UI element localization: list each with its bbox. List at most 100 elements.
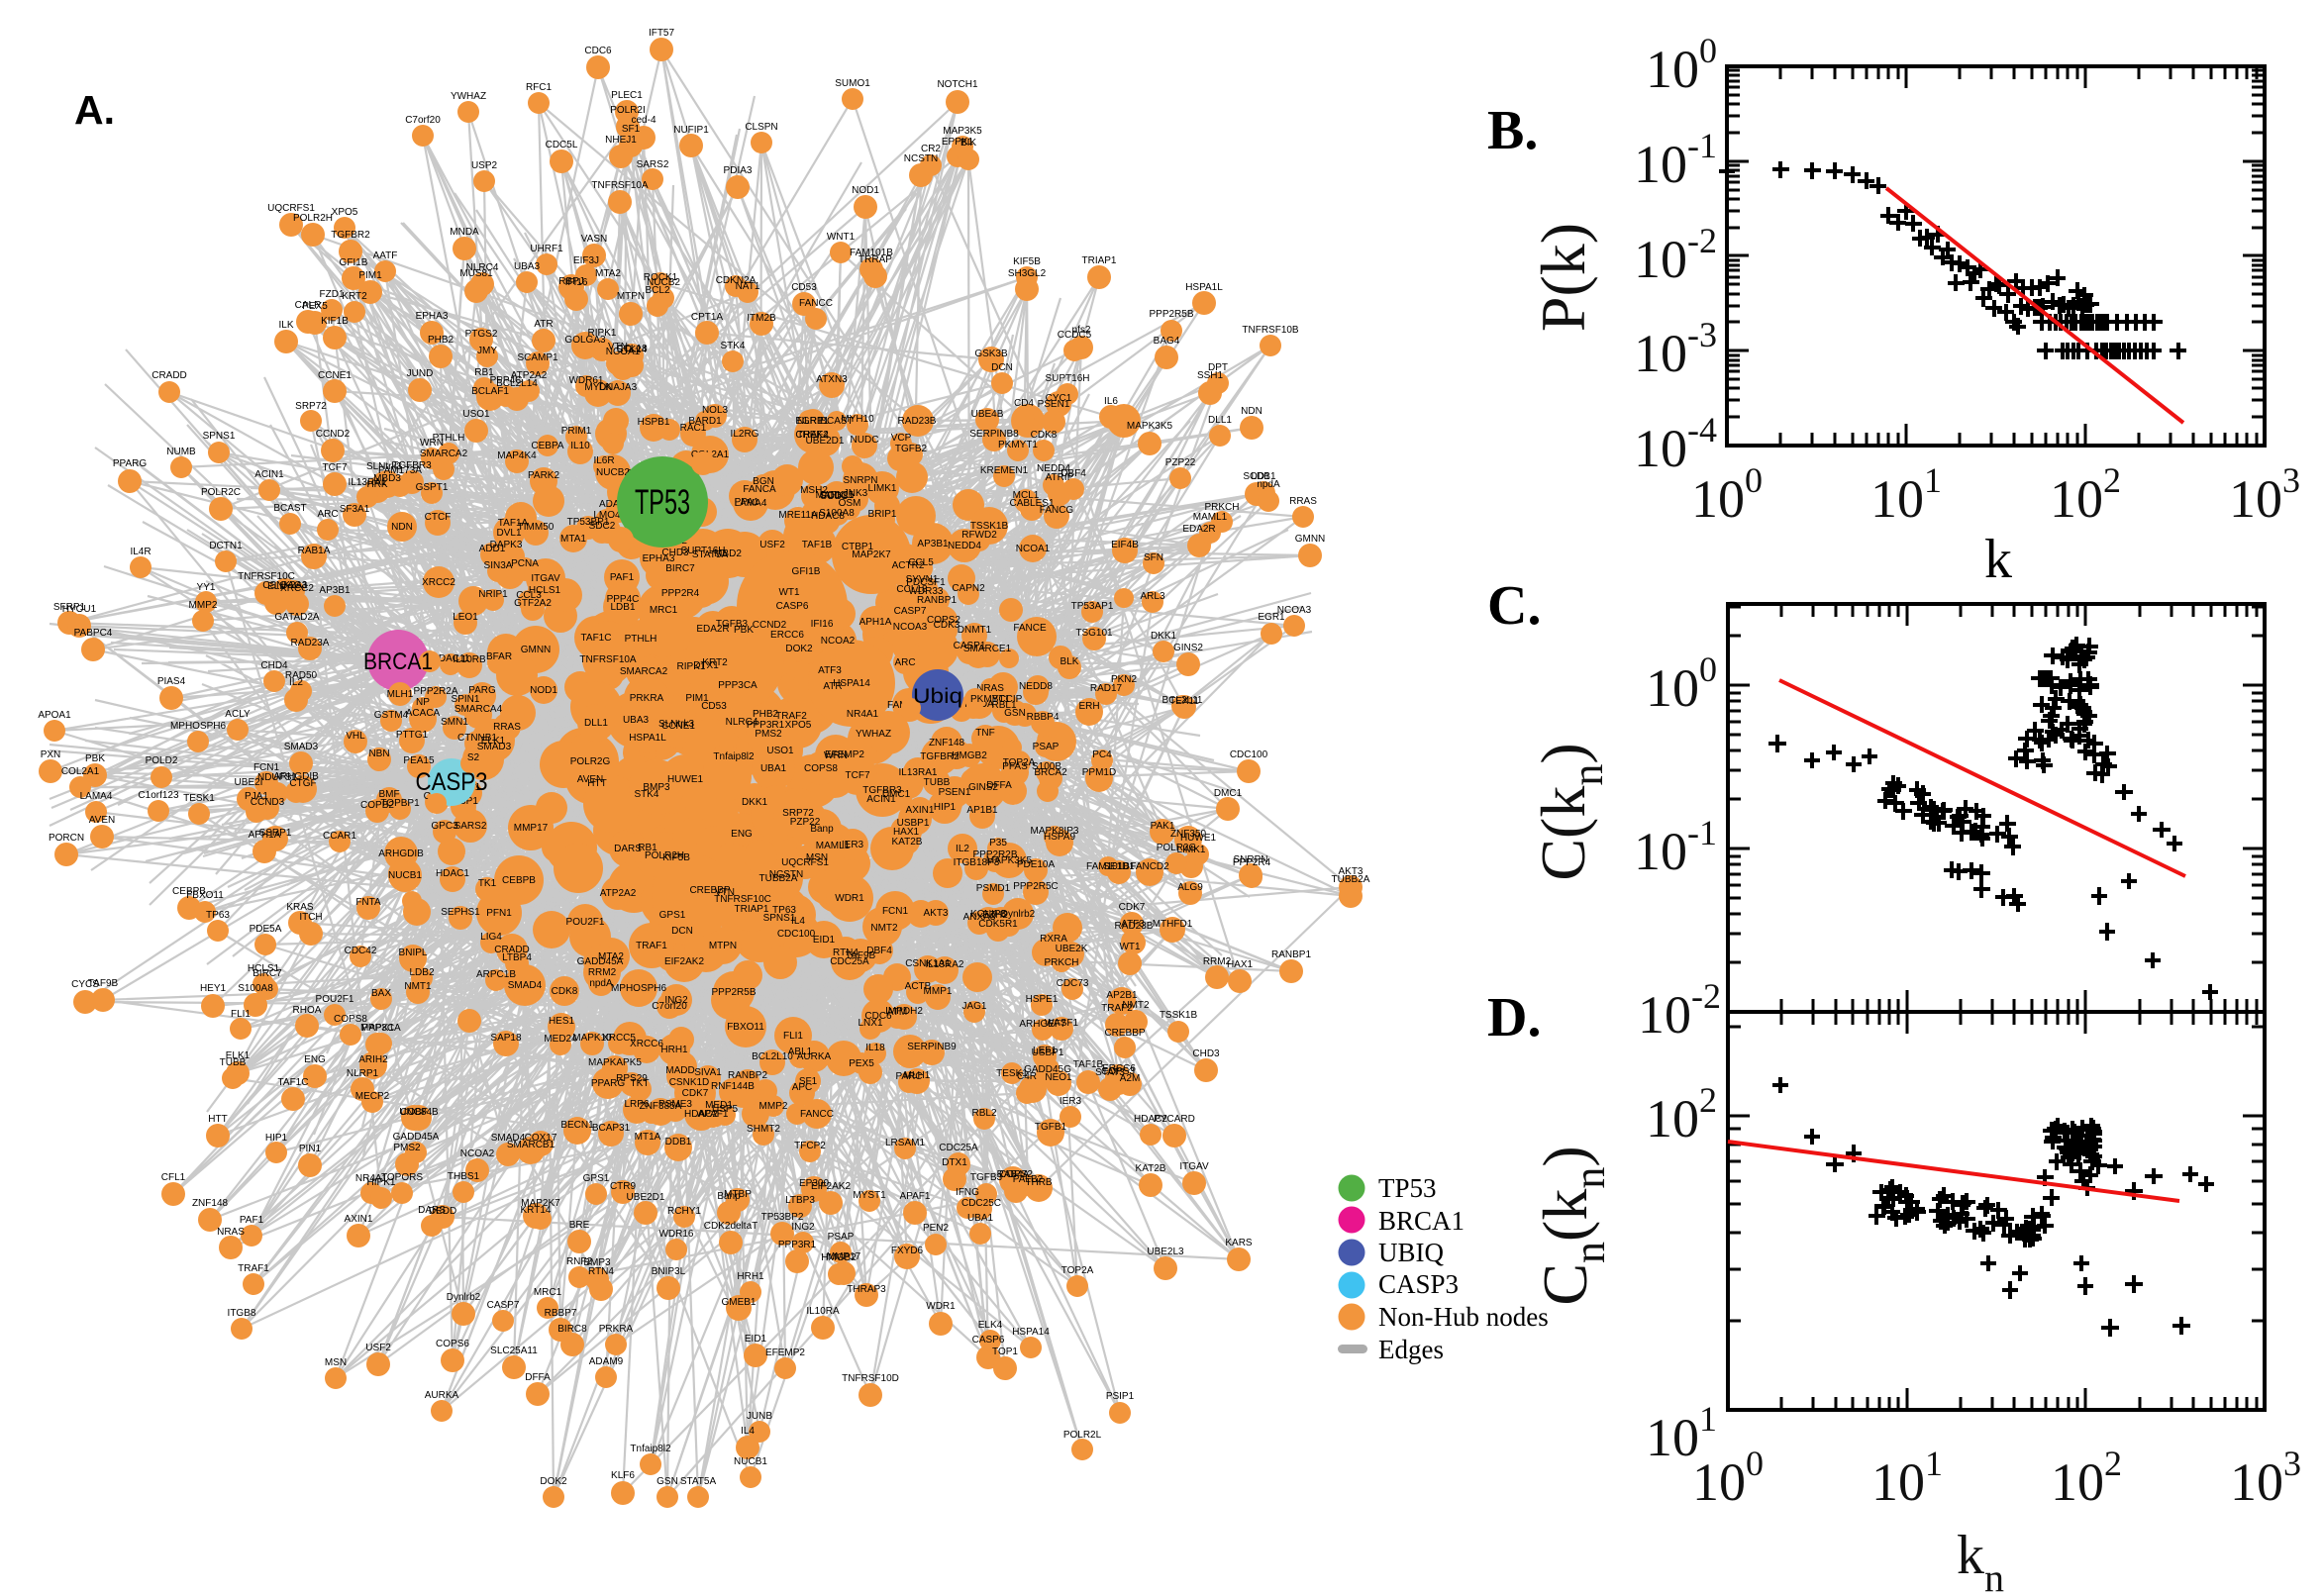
svg-text:CTR9: CTR9 xyxy=(610,1181,637,1192)
svg-text:NMT2: NMT2 xyxy=(1122,1000,1150,1011)
svg-text:EIF3J: EIF3J xyxy=(573,255,599,266)
svg-text:MYH10: MYH10 xyxy=(841,414,874,425)
svg-text:IL10RB: IL10RB xyxy=(453,654,486,665)
svg-text:GPS1: GPS1 xyxy=(583,1173,610,1184)
svg-text:IL13RA1: IL13RA1 xyxy=(349,477,387,488)
svg-text:GMNN: GMNN xyxy=(1295,534,1326,545)
svg-text:CDK7: CDK7 xyxy=(682,1088,709,1099)
svg-text:DCN: DCN xyxy=(991,362,1013,373)
svg-text:PPP4C: PPP4C xyxy=(607,594,640,605)
svg-text:EIF4B: EIF4B xyxy=(1111,540,1139,550)
svg-text:MRC1: MRC1 xyxy=(650,605,678,616)
svg-text:EZH2: EZH2 xyxy=(982,910,1008,921)
svg-text:UBA3: UBA3 xyxy=(623,715,650,726)
svg-text:PPP4C: PPP4C xyxy=(490,375,523,386)
svg-text:LMO4: LMO4 xyxy=(593,510,621,521)
svg-text:PSAP: PSAP xyxy=(1033,742,1060,752)
svg-text:IL18: IL18 xyxy=(865,1043,885,1053)
svg-text:UBIQ: UBIQ xyxy=(1378,1238,1444,1267)
svg-text:EID1: EID1 xyxy=(813,935,836,946)
svg-text:TNFRSF10A: TNFRSF10A xyxy=(579,654,637,665)
svg-text:PC4: PC4 xyxy=(1092,749,1112,760)
svg-text:SMAD3: SMAD3 xyxy=(477,742,512,752)
svg-text:ITCH: ITCH xyxy=(299,912,322,923)
svg-text:UBE2K: UBE2K xyxy=(1056,944,1088,954)
svg-text:CEBPA: CEBPA xyxy=(531,441,563,451)
svg-text:DVL1: DVL1 xyxy=(496,528,521,539)
svg-text:BIRC7: BIRC7 xyxy=(252,968,282,979)
svg-text:BCAST: BCAST xyxy=(820,416,853,427)
svg-text:DNAJA3: DNAJA3 xyxy=(599,382,638,393)
svg-text:LDB2: LDB2 xyxy=(409,967,434,978)
svg-text:GSN: GSN xyxy=(1004,708,1026,719)
svg-text:XRCC2: XRCC2 xyxy=(280,583,314,594)
svg-text:STK4: STK4 xyxy=(634,789,658,800)
svg-text:TAF1C: TAF1C xyxy=(581,633,612,644)
svg-text:POLR2H: POLR2H xyxy=(645,850,684,861)
svg-text:ALG9: ALG9 xyxy=(1177,882,1203,893)
svg-text:MMP17: MMP17 xyxy=(514,823,549,834)
svg-text:BAG4: BAG4 xyxy=(1154,336,1180,347)
svg-text:ELK1: ELK1 xyxy=(226,1050,251,1061)
svg-text:KCNIP3: KCNIP3 xyxy=(970,909,1007,920)
svg-text:IL4R: IL4R xyxy=(130,547,151,557)
svg-text:MAP3K5: MAP3K5 xyxy=(943,126,982,137)
svg-text:YWHAZ: YWHAZ xyxy=(451,91,486,102)
svg-text:IL13RA2: IL13RA2 xyxy=(926,959,964,970)
svg-text:FANCA: FANCA xyxy=(743,484,776,495)
svg-text:ZNF385A: ZNF385A xyxy=(640,1101,682,1112)
svg-text:WNT1: WNT1 xyxy=(827,232,856,243)
svg-text:NOTCH1: NOTCH1 xyxy=(937,79,978,90)
svg-text:C4R: C4R xyxy=(1017,1071,1037,1082)
svg-text:FNTA: FNTA xyxy=(355,897,381,908)
svg-text:RNF2: RNF2 xyxy=(566,1256,593,1267)
svg-text:NCSTN: NCSTN xyxy=(769,869,803,880)
svg-text:SSH1: SSH1 xyxy=(1197,370,1224,381)
svg-text:GSPT1: GSPT1 xyxy=(416,482,449,493)
svg-text:JNK3: JNK3 xyxy=(844,488,868,499)
svg-text:LIMK1: LIMK1 xyxy=(868,483,897,494)
svg-text:COPS2: COPS2 xyxy=(927,615,960,626)
svg-text:UBE2I: UBE2I xyxy=(235,777,263,788)
svg-text:SUPT16H: SUPT16H xyxy=(1045,373,1089,384)
svg-text:BCL2L10: BCL2L10 xyxy=(752,1051,793,1062)
svg-text:RBBP4: RBBP4 xyxy=(1027,712,1060,723)
svg-text:SIN3A: SIN3A xyxy=(484,560,513,571)
svg-text:PPM1D: PPM1D xyxy=(1082,767,1116,778)
svg-text:THBS1: THBS1 xyxy=(448,1171,480,1182)
svg-text:PPP3CA: PPP3CA xyxy=(361,1023,401,1034)
svg-text:LDB1: LDB1 xyxy=(610,602,635,613)
svg-text:PSEN1: PSEN1 xyxy=(1038,399,1070,410)
svg-text:PZP22: PZP22 xyxy=(1165,457,1196,468)
svg-text:SF1: SF1 xyxy=(622,124,641,135)
svg-text:POU2F1: POU2F1 xyxy=(566,917,605,928)
svg-text:UBE4B: UBE4B xyxy=(971,409,1004,420)
svg-text:DNMT1: DNMT1 xyxy=(958,625,992,636)
svg-text:NEDD4: NEDD4 xyxy=(948,541,981,551)
svg-text:RBL2: RBL2 xyxy=(971,1108,996,1119)
svg-text:UHRF1: UHRF1 xyxy=(530,244,563,254)
svg-text:ELK1: ELK1 xyxy=(481,736,506,747)
svg-text:MMP1: MMP1 xyxy=(924,986,953,997)
svg-text:CLSPN: CLSPN xyxy=(745,122,777,133)
svg-text:MRC1: MRC1 xyxy=(534,1287,562,1298)
svg-text:MTA1: MTA1 xyxy=(560,534,586,545)
svg-text:NEO1: NEO1 xyxy=(1045,1072,1072,1083)
svg-text:USF2: USF2 xyxy=(759,540,785,550)
svg-text:POLR2G: POLR2G xyxy=(570,756,611,767)
svg-text:TAF1B: TAF1B xyxy=(802,540,833,550)
svg-text:IER3: IER3 xyxy=(1060,1096,1082,1107)
svg-text:ATRIP: ATRIP xyxy=(1046,472,1074,483)
svg-text:HDAC2: HDAC2 xyxy=(684,1109,718,1120)
svg-text:TUBB2A: TUBB2A xyxy=(1332,874,1370,885)
svg-text:IL10RA: IL10RA xyxy=(806,1306,840,1317)
svg-text:HIP1: HIP1 xyxy=(265,1133,288,1144)
svg-text:MTHFD1: MTHFD1 xyxy=(1153,919,1193,930)
svg-text:MYLK: MYLK xyxy=(584,382,612,393)
svg-text:MCL1: MCL1 xyxy=(1013,490,1040,501)
svg-text:CSNK1A1: CSNK1A1 xyxy=(905,958,951,969)
svg-text:CDK8: CDK8 xyxy=(552,986,578,997)
svg-text:SMARCE1: SMARCE1 xyxy=(963,644,1012,654)
svg-text:FANCD2: FANCD2 xyxy=(1130,861,1169,872)
svg-text:NLRC4: NLRC4 xyxy=(466,262,499,273)
